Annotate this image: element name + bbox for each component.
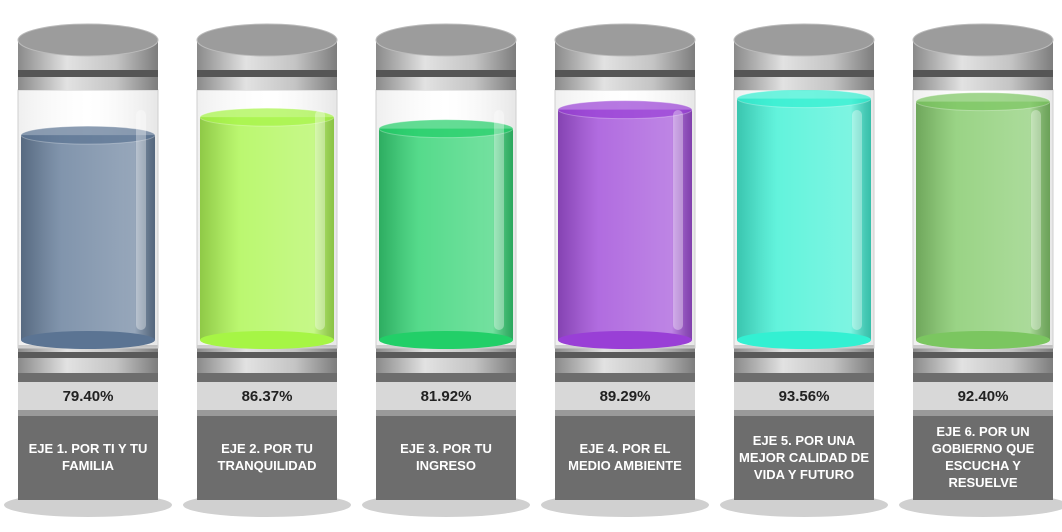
bottom-cap <box>197 345 337 373</box>
bottom-ring <box>734 352 874 358</box>
liquid-top <box>378 119 514 139</box>
value-band <box>913 382 1053 410</box>
glass-highlight <box>852 110 862 330</box>
liquid-shine <box>737 98 871 340</box>
bottom-cap <box>376 345 516 373</box>
top-ring <box>913 70 1053 77</box>
stripe <box>18 410 158 416</box>
bottom-ring <box>555 352 695 358</box>
liquid-bottom <box>21 331 155 349</box>
value-label: 93.56% <box>778 388 830 405</box>
glass-highlight <box>673 110 683 330</box>
top-ring <box>734 70 874 77</box>
liquid-top <box>20 125 156 145</box>
stripe <box>734 410 874 416</box>
stripe <box>376 410 516 416</box>
liquid-bottom <box>916 331 1050 349</box>
liquid-shine <box>558 109 692 340</box>
bottom-cap <box>555 345 695 373</box>
glass-highlight <box>1031 110 1041 330</box>
stripe <box>197 410 337 416</box>
bottom-cap <box>734 345 874 373</box>
liquid-top <box>736 89 872 109</box>
liquid-top <box>557 100 693 120</box>
glass-highlight <box>315 110 325 330</box>
top-cap <box>375 23 517 57</box>
liquid-shine <box>916 101 1050 340</box>
top-cap <box>912 23 1054 57</box>
top-cap <box>196 23 338 57</box>
liquid-top <box>199 107 335 127</box>
category-label: EJE 4. POR EL MEDIO AMBIENTE <box>568 441 682 473</box>
bottom-ring <box>18 352 158 358</box>
bottom-cap <box>18 345 158 373</box>
glass-highlight <box>136 110 146 330</box>
top-cap <box>733 23 875 57</box>
glass-highlight <box>494 110 504 330</box>
category-label: EJE 1. POR TI Y TU FAMILIA <box>28 441 148 473</box>
value-band <box>197 382 337 410</box>
value-label: 86.37% <box>241 388 293 405</box>
bottom-ring <box>197 352 337 358</box>
value-label: 81.92% <box>420 388 472 405</box>
liquid-top <box>915 92 1051 112</box>
stripe <box>913 410 1053 416</box>
bottom-cap <box>913 345 1053 373</box>
category-label: EJE 3. POR TU INGRESO <box>400 441 492 473</box>
liquid-shine <box>379 128 513 340</box>
value-band <box>555 382 695 410</box>
value-label: 92.40% <box>957 388 1009 405</box>
liquid-bottom <box>558 331 692 349</box>
value-band <box>18 382 158 410</box>
value-label: 89.29% <box>599 388 651 405</box>
category-label: EJE 5. POR UNA MEJOR CALIDAD DE VIDA Y F… <box>738 432 869 482</box>
value-band <box>734 382 874 410</box>
top-cap <box>554 23 696 57</box>
liquid-bottom <box>200 331 334 349</box>
top-ring <box>18 70 158 77</box>
top-ring <box>376 70 516 77</box>
bottom-ring <box>376 352 516 358</box>
liquid-bottom <box>379 331 513 349</box>
category-label: EJE 6. POR UN GOBIERNO QUE ESCUCHA Y RES… <box>931 424 1035 490</box>
liquid-shine <box>21 135 155 340</box>
liquid-bottom <box>737 331 871 349</box>
value-band <box>376 382 516 410</box>
top-ring <box>197 70 337 77</box>
category-label: EJE 2. POR TU TRANQUILIDAD <box>217 441 317 473</box>
top-ring <box>555 70 695 77</box>
liquid-shine <box>200 117 334 340</box>
top-cap <box>17 23 159 57</box>
stripe <box>555 410 695 416</box>
value-label: 79.40% <box>62 388 114 405</box>
bottom-ring <box>913 352 1053 358</box>
